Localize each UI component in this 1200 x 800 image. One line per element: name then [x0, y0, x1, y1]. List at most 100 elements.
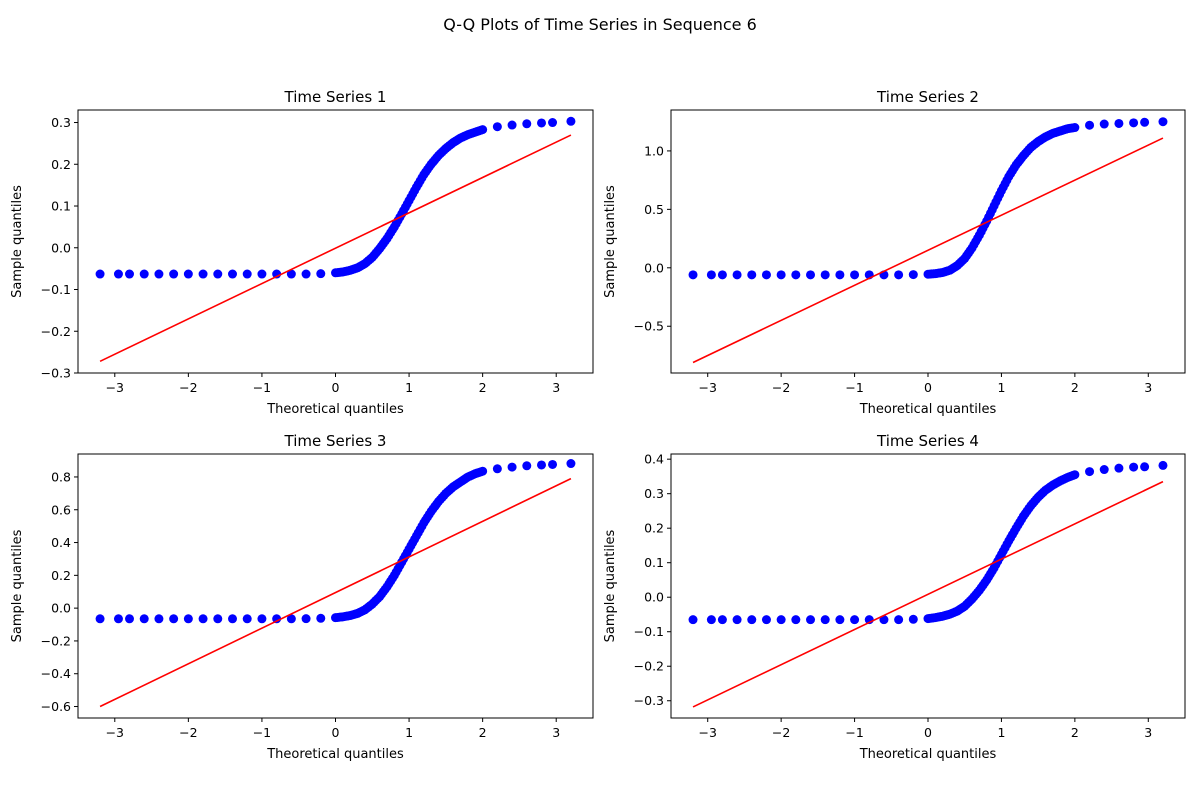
reference-line — [99, 134, 572, 363]
sample-point — [688, 270, 698, 280]
x-tick-label: 3 — [1144, 380, 1152, 395]
sample-point — [316, 269, 326, 279]
sample-point — [183, 269, 193, 279]
y-tick-label: −0.3 — [634, 693, 664, 708]
sample-point — [228, 269, 237, 279]
sample-point — [791, 615, 801, 625]
sample-point — [806, 615, 816, 625]
sample-point — [507, 120, 517, 130]
x-tick-label: 1 — [997, 725, 1005, 740]
subplot-grid: Time Series 1 −3 −2 −1 0 1 2 3 −0.3 −0.2 −0.1 0.0 0.… — [10, 88, 1186, 762]
x-tick-label: −2 — [772, 380, 790, 395]
sample-point — [139, 614, 149, 624]
sample-point — [1099, 465, 1109, 475]
y-axis-label: Sample quantiles — [603, 185, 618, 298]
sample-point — [95, 269, 105, 279]
sample-point — [272, 614, 282, 624]
sample-point — [169, 614, 179, 624]
subplot-title: Time Series 4 — [876, 432, 979, 450]
x-tick-label: 2 — [1071, 380, 1079, 395]
y-axis-label: Sample quantiles — [10, 185, 25, 298]
x-tick-label: 0 — [924, 380, 932, 395]
y-tick-label: 0.5 — [644, 202, 664, 217]
x-tick-label: 1 — [997, 380, 1005, 395]
sample-point — [1099, 119, 1109, 129]
sample-point — [286, 269, 296, 279]
subplot-3: Time Series 3 −3 −2 −1 0 1 2 3 −0.6 −0.4 −0.2 0.0 0.… — [10, 432, 594, 762]
y-tick-label: 0.1 — [51, 199, 71, 214]
reference-line — [99, 477, 572, 708]
y-tick-label: 0.0 — [644, 260, 664, 275]
x-tick-label: −2 — [179, 380, 197, 395]
sample-point — [732, 615, 742, 625]
y-tick-label: 0.2 — [51, 568, 71, 583]
sample-point — [257, 269, 267, 279]
sample-point — [566, 116, 576, 126]
sample-point — [791, 270, 801, 280]
sample-point — [566, 459, 576, 469]
sample-point — [169, 269, 179, 279]
sample-point — [717, 270, 727, 280]
x-tick-label: 2 — [479, 380, 487, 395]
x-tick-label: 3 — [552, 380, 560, 395]
sample-point — [747, 615, 757, 625]
sample-point — [1070, 470, 1080, 480]
sample-point — [850, 270, 860, 280]
sample-point — [139, 269, 149, 279]
sample-point — [761, 615, 771, 625]
y-tick-label: −0.1 — [41, 282, 71, 297]
sample-point — [548, 118, 558, 128]
sample-point — [835, 270, 845, 280]
sample-point — [1085, 120, 1095, 130]
y-tick-label: −0.4 — [41, 666, 71, 681]
y-axis-label: Sample quantiles — [10, 529, 25, 642]
y-tick-label: −0.3 — [41, 366, 71, 381]
sample-point — [1158, 460, 1168, 470]
sample-point — [776, 270, 786, 280]
sample-point — [1070, 123, 1080, 133]
x-tick-label: −3 — [698, 380, 716, 395]
sample-point — [806, 270, 816, 280]
sample-point — [125, 269, 134, 279]
subplot-title: Time Series 2 — [876, 88, 979, 106]
sample-point — [183, 614, 193, 624]
sample-point — [1140, 462, 1150, 472]
y-tick-label: 0.3 — [644, 486, 664, 501]
subplot-4: Time Series 4 −3 −2 −1 0 1 2 3 −0.3 −0.2 −0.1 0.0 0.… — [603, 432, 1186, 762]
x-tick-label: 2 — [1071, 725, 1079, 740]
x-axis-label: Theoretical quantiles — [266, 747, 404, 762]
sample-point — [154, 269, 164, 279]
sample-point — [113, 269, 123, 279]
plot-area — [95, 459, 576, 708]
sample-point — [213, 614, 223, 624]
y-tick-label: 0.1 — [644, 555, 664, 570]
x-tick-label: 3 — [552, 725, 560, 740]
y-tick-label: −0.1 — [634, 624, 664, 639]
y-tick-label: 1.0 — [644, 143, 664, 158]
reference-line — [692, 137, 1164, 364]
y-tick-label: 0.2 — [51, 157, 71, 172]
subplot-2: Time Series 2 −3 −2 −1 0 1 2 3 −0.5 0.0 0.5 1.0 Theo… — [603, 88, 1186, 417]
plot-area — [95, 116, 576, 363]
sample-point — [125, 614, 134, 624]
figure-suptitle: Q-Q Plots of Time Series in Sequence 6 — [443, 15, 757, 34]
x-tick-label: 1 — [405, 380, 413, 395]
sample-point — [688, 615, 698, 625]
x-tick-label: 0 — [332, 380, 340, 395]
y-tick-label: −0.2 — [41, 633, 71, 648]
sample-point — [286, 614, 296, 624]
y-tick-label: 0.0 — [51, 240, 71, 255]
sample-point — [894, 615, 904, 625]
sample-point — [894, 270, 904, 280]
x-tick-label: 3 — [1144, 725, 1152, 740]
x-tick-label: 2 — [479, 725, 487, 740]
sample-point — [1114, 118, 1124, 128]
sample-point — [242, 614, 252, 624]
sample-point — [478, 125, 488, 135]
y-axis-label: Sample quantiles — [603, 529, 618, 642]
sample-point — [272, 269, 282, 279]
y-tick-label: −0.6 — [41, 699, 71, 714]
x-tick-label: −3 — [698, 725, 716, 740]
y-tick-label: 0.6 — [51, 502, 71, 517]
sample-point — [492, 464, 502, 474]
